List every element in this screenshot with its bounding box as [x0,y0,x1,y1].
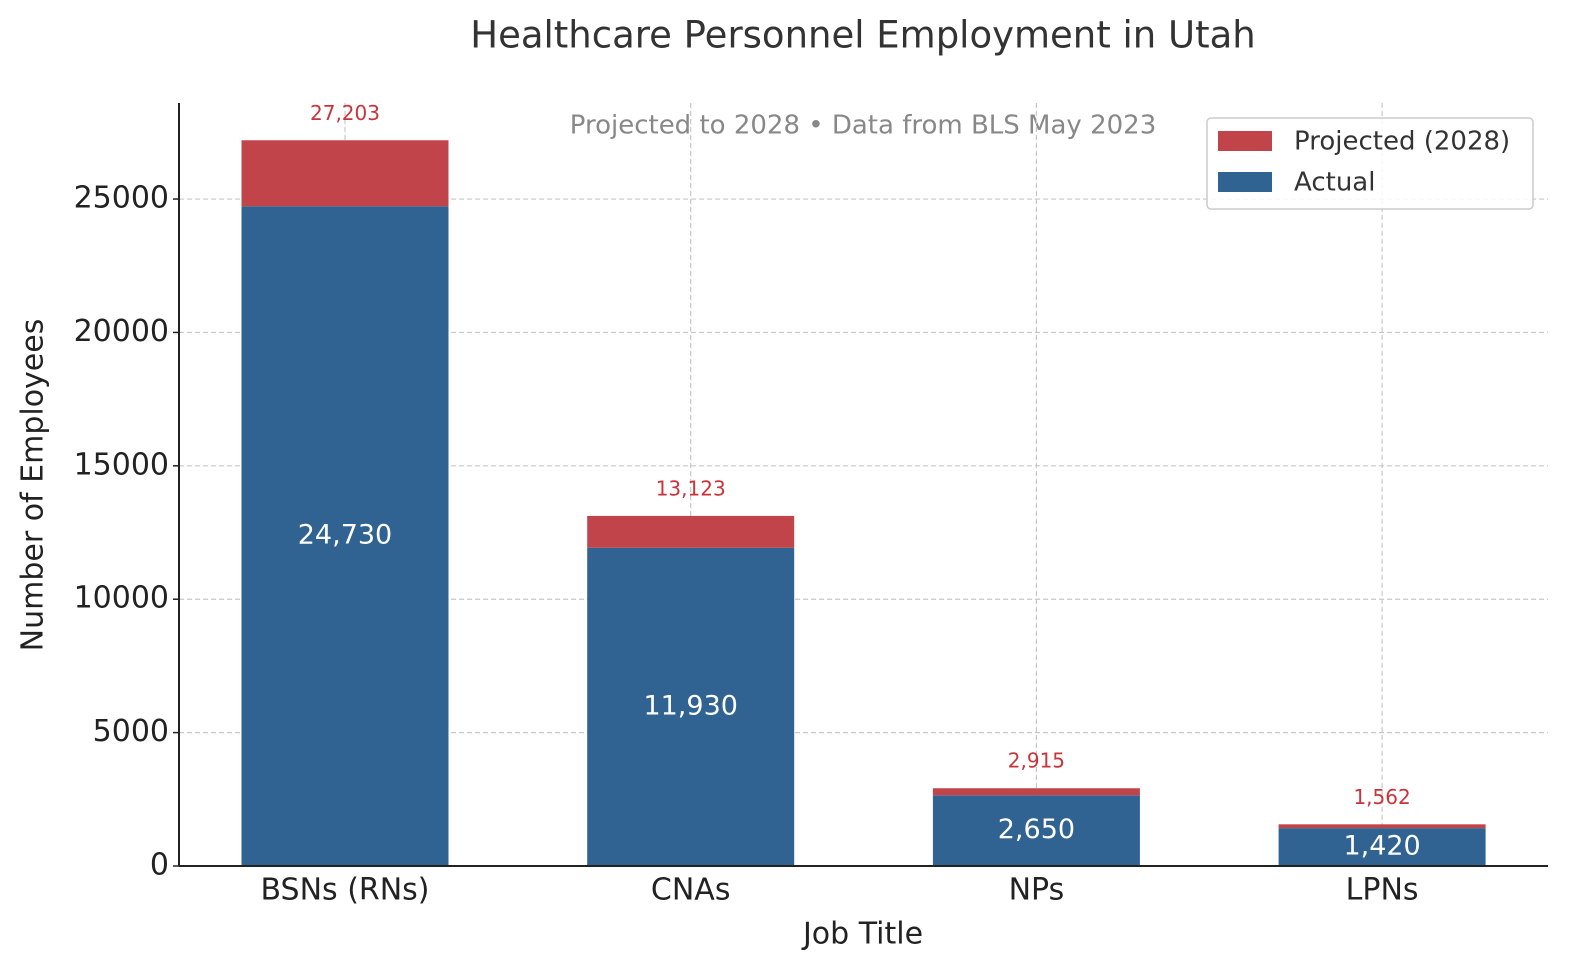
bar-value-label: 24,730 [298,520,392,551]
y-tick-label: 5000 [93,714,169,749]
legend-label: Actual [1294,168,1375,198]
total-label: 27,203 [310,101,380,125]
bar-segment [1278,824,1486,829]
y-tick-label: 15000 [74,447,169,482]
y-tick-label: 10000 [74,581,169,616]
y-tick-label: 20000 [74,314,169,349]
x-tick-label: LPNs [1346,873,1419,908]
total-label: 1,562 [1353,785,1410,809]
bar-segment [241,140,449,207]
x-tick-label: NPs [1009,873,1065,908]
total-label: 2,915 [1008,749,1065,773]
chart-subtitle: Projected to 2028 • Data from BLS May 20… [570,111,1157,141]
legend-label: Projected (2028) [1294,127,1510,157]
bar-value-label: 1,420 [1343,831,1420,862]
bar-segment [1278,828,1486,866]
y-tick-label: 25000 [74,181,169,216]
bar-segment [932,795,1140,866]
bar-value-label: 2,650 [998,814,1075,845]
y-axis-label: Number of Employees [16,319,51,652]
legend: Projected (2028) Actual [1206,117,1534,210]
bar-segment [587,547,795,866]
bar-value-label: 11,930 [643,690,737,721]
legend-swatch [1218,131,1272,151]
legend-box [1206,117,1534,210]
y-tick-label: 0 [150,848,169,883]
bar-segment [241,206,449,866]
x-tick-label: BSNs (RNs) [260,873,429,908]
legend-swatch [1218,172,1272,192]
x-axis-label: Job Title [801,917,923,952]
chart-title: Healthcare Personnel Employment in Utah [470,14,1255,57]
x-tick-label: CNAs [651,873,731,908]
bar-segment [932,788,1140,796]
bar-segment [587,515,795,548]
total-label: 13,123 [656,476,726,500]
